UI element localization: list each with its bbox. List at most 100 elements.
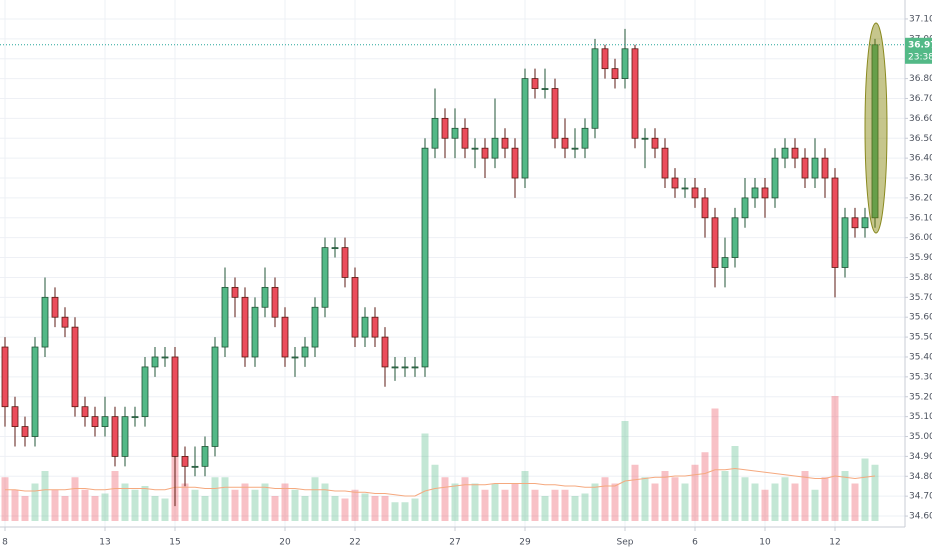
- volume-bar: [391, 502, 399, 521]
- volume-bar: [281, 483, 289, 521]
- volume-bar: [641, 477, 649, 521]
- volume-bar: [431, 464, 439, 521]
- volume-bar: [661, 471, 669, 521]
- volume-bar: [261, 483, 269, 521]
- volume-bar: [31, 483, 39, 521]
- y-tick-label: 36.80: [909, 74, 932, 84]
- volume-bar: [381, 496, 389, 521]
- candle-body: [311, 306, 319, 348]
- x-tick-label: 10: [759, 538, 771, 548]
- candle-body: [751, 187, 759, 199]
- candle-body: [391, 366, 399, 369]
- volume-bar: [221, 477, 229, 521]
- volume-bar: [511, 483, 519, 521]
- volume-bar: [851, 483, 859, 521]
- volume-bar: [41, 471, 49, 521]
- candle-body: [401, 366, 409, 369]
- volume-bar: [421, 433, 429, 521]
- candle-body: [551, 88, 559, 139]
- volume-bar: [91, 496, 99, 521]
- candle-body: [781, 147, 789, 159]
- candle-body: [471, 147, 479, 150]
- volume-bar: [481, 489, 489, 521]
- candle-body: [61, 316, 69, 328]
- candle-body: [561, 137, 569, 149]
- candle-body: [631, 48, 639, 139]
- candle-body: [211, 346, 219, 447]
- candle-body: [831, 177, 839, 268]
- candle-body: [481, 147, 489, 159]
- volume-bar: [551, 489, 559, 521]
- candle-body: [281, 316, 289, 358]
- y-tick-label: 37.10: [909, 14, 932, 24]
- candle-body: [451, 127, 459, 139]
- volume-bar: [61, 496, 69, 521]
- volume-bar: [341, 498, 349, 521]
- volume-bar: [571, 496, 579, 521]
- candle-body: [341, 247, 349, 278]
- countdown-label: 23:38: [908, 52, 932, 62]
- volume-bar: [351, 489, 359, 521]
- volume-bar: [161, 498, 169, 521]
- y-tick-label: 34.90: [909, 452, 932, 462]
- y-tick-label: 36.50: [909, 134, 932, 144]
- volume-bar: [301, 496, 309, 521]
- candle-body: [1, 346, 9, 408]
- volume-bar: [501, 489, 509, 521]
- volume-bar: [441, 477, 449, 521]
- candle-body: [651, 137, 659, 149]
- volume-bar: [81, 489, 89, 521]
- candle-body: [21, 426, 29, 437]
- candle-body: [41, 296, 49, 348]
- x-tick-label: 15: [169, 538, 180, 548]
- volume-bar: [291, 489, 299, 521]
- volume-bar: [251, 489, 259, 521]
- volume-bar: [871, 464, 879, 521]
- volume-bar: [1, 477, 9, 521]
- x-tick-label: 22: [349, 538, 360, 548]
- volume-bar: [131, 489, 139, 521]
- volume-bar: [611, 483, 619, 521]
- candle-body: [191, 465, 199, 468]
- y-tick-label: 35.40: [909, 352, 932, 362]
- y-tick-label: 36.60: [909, 114, 932, 124]
- volume-bar: [831, 396, 839, 521]
- candle-body: [81, 406, 89, 418]
- volume-bar: [741, 477, 749, 521]
- volume-bar: [411, 498, 419, 521]
- candle-body: [571, 147, 579, 150]
- volume-bar: [601, 477, 609, 521]
- candle-body: [541, 88, 549, 90]
- candle-body: [91, 416, 99, 427]
- candle-body: [271, 286, 279, 318]
- candle-body: [441, 117, 449, 139]
- x-tick-label: 8: [2, 538, 8, 548]
- volume-bar: [721, 471, 729, 521]
- volume-bar: [581, 493, 589, 521]
- volume-bar: [631, 464, 639, 521]
- y-tick-label: 35.70: [909, 293, 932, 303]
- candle-body: [11, 406, 19, 427]
- volume-bar: [791, 483, 799, 521]
- x-tick-label: 20: [279, 538, 291, 548]
- candle-body: [331, 247, 339, 250]
- candle-body: [721, 257, 729, 268]
- x-tick-label: 29: [519, 538, 531, 548]
- y-tick-label: 36.40: [909, 154, 932, 164]
- x-tick-label: 6: [692, 538, 698, 548]
- volume-bar: [371, 496, 379, 521]
- highlight-ellipse: [864, 22, 888, 234]
- volume-bar: [211, 477, 219, 521]
- volume-bar: [321, 483, 329, 521]
- volume-bar: [401, 502, 409, 521]
- x-tick-label: 27: [449, 538, 460, 548]
- candle-body: [851, 217, 859, 229]
- volume-bar: [861, 458, 869, 521]
- candle-body: [661, 147, 669, 179]
- candle-body: [811, 157, 819, 179]
- candle-body: [791, 147, 799, 159]
- volume-bar: [51, 489, 59, 521]
- candle-body: [131, 416, 139, 419]
- volume-bar: [541, 496, 549, 521]
- y-tick-label: 36.00: [909, 233, 932, 243]
